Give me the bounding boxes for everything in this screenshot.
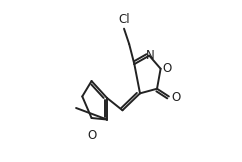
Text: N: N [146, 49, 155, 62]
Text: O: O [171, 92, 180, 104]
Text: Cl: Cl [118, 13, 130, 26]
Text: O: O [163, 62, 172, 75]
Text: O: O [87, 129, 96, 142]
